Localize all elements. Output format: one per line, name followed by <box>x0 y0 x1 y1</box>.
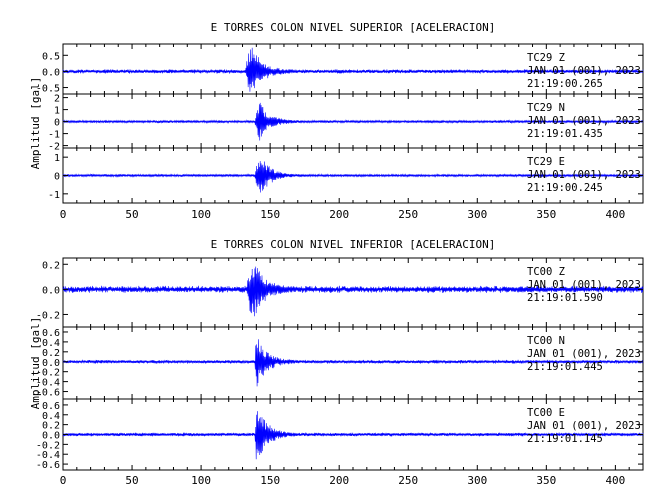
x-tick-label: 350 <box>536 208 556 221</box>
y-tick-label: -1 <box>48 190 60 201</box>
x-tick-label: 300 <box>467 474 487 487</box>
y-tick-label: 2 <box>54 94 60 105</box>
record-time-label: 21:19:01.435 <box>527 128 603 140</box>
y-tick-label: 0 <box>54 172 60 183</box>
seismic-trace-line <box>62 47 644 92</box>
seismic-trace-line <box>62 411 644 460</box>
y-tick-label: 0.6 <box>42 401 60 412</box>
y-tick-label: -2 <box>48 142 60 153</box>
record-time-label: 21:19:01.145 <box>527 433 603 445</box>
x-tick-label: 250 <box>398 208 418 221</box>
record-date-label: JAN 01 (001), 2023 <box>527 279 641 291</box>
station-component-label: TC00 E <box>527 407 565 419</box>
y-tick-label: 0 <box>54 118 60 129</box>
record-time-label: 21:19:00.265 <box>527 78 603 90</box>
x-tick-label: 100 <box>191 208 211 221</box>
station-component-label: TC29 Z <box>527 52 565 64</box>
y-tick-label: -0.2 <box>36 310 60 321</box>
chart-title: E TORRES COLON NIVEL INFERIOR [ACELERACI… <box>211 238 496 251</box>
x-tick-label: 400 <box>605 474 625 487</box>
x-tick-label: 150 <box>260 474 280 487</box>
y-tick-label: 0.4 <box>42 411 60 422</box>
x-tick-label: 350 <box>536 474 556 487</box>
y-tick-label: -0.6 <box>36 460 60 471</box>
y-tick-label: -0.4 <box>36 450 60 461</box>
y-tick-label: -0.4 <box>36 378 60 389</box>
x-tick-label: 100 <box>191 474 211 487</box>
y-axis-label: Amplitud [gal] <box>29 77 42 170</box>
record-date-label: JAN 01 (001), 2023 <box>527 169 641 181</box>
x-tick-label: 0 <box>60 208 67 221</box>
station-component-label: TC29 E <box>527 156 565 168</box>
seismic-trace-line <box>62 161 644 193</box>
record-date-label: JAN 01 (001), 2023 <box>527 420 641 432</box>
y-tick-label: 1 <box>54 106 60 117</box>
record-date-label: JAN 01 (001), 2023 <box>527 65 641 77</box>
y-tick-label: 1 <box>54 153 60 164</box>
chart-title: E TORRES COLON NIVEL SUPERIOR [ACELERACI… <box>211 21 496 34</box>
x-tick-label: 0 <box>60 474 67 487</box>
x-tick-label: 50 <box>125 474 138 487</box>
y-tick-label: 0.0 <box>42 67 60 78</box>
y-tick-label: -0.2 <box>36 368 60 379</box>
record-time-label: 21:19:01.445 <box>527 361 603 373</box>
y-tick-label: 0.5 <box>42 51 60 62</box>
station-component-label: TC00 N <box>527 335 565 347</box>
y-tick-label: -1 <box>48 130 60 141</box>
station-component-label: TC29 N <box>527 102 565 114</box>
y-tick-label: -0.2 <box>36 440 60 451</box>
y-tick-label: 0.0 <box>42 358 60 369</box>
y-tick-label: -0.5 <box>36 84 60 95</box>
x-tick-label: 400 <box>605 208 625 221</box>
y-tick-label: 0.2 <box>42 421 60 432</box>
seismic-trace-line <box>62 339 644 387</box>
x-tick-label: 200 <box>329 474 349 487</box>
record-date-label: JAN 01 (001), 2023 <box>527 348 641 360</box>
y-tick-label: 0.4 <box>42 338 60 349</box>
x-tick-label: 300 <box>467 208 487 221</box>
y-tick-label: 0.0 <box>42 285 60 296</box>
seismic-trace-line <box>62 266 644 317</box>
y-tick-label: 0.2 <box>42 260 60 271</box>
seismic-trace-line <box>62 102 644 141</box>
record-time-label: 21:19:01.590 <box>527 292 603 304</box>
x-tick-label: 250 <box>398 474 418 487</box>
y-axis-label: Amplitud [gal] <box>29 317 42 410</box>
y-tick-label: 0.2 <box>42 348 60 359</box>
y-tick-label: 0.6 <box>42 328 60 339</box>
x-tick-label: 50 <box>125 208 138 221</box>
x-tick-label: 150 <box>260 208 280 221</box>
y-tick-label: -0.6 <box>36 388 60 399</box>
record-date-label: JAN 01 (001), 2023 <box>527 115 641 127</box>
y-tick-label: 0.0 <box>42 431 60 442</box>
station-component-label: TC00 Z <box>527 266 565 278</box>
record-time-label: 21:19:00.245 <box>527 182 603 194</box>
x-tick-label: 200 <box>329 208 349 221</box>
